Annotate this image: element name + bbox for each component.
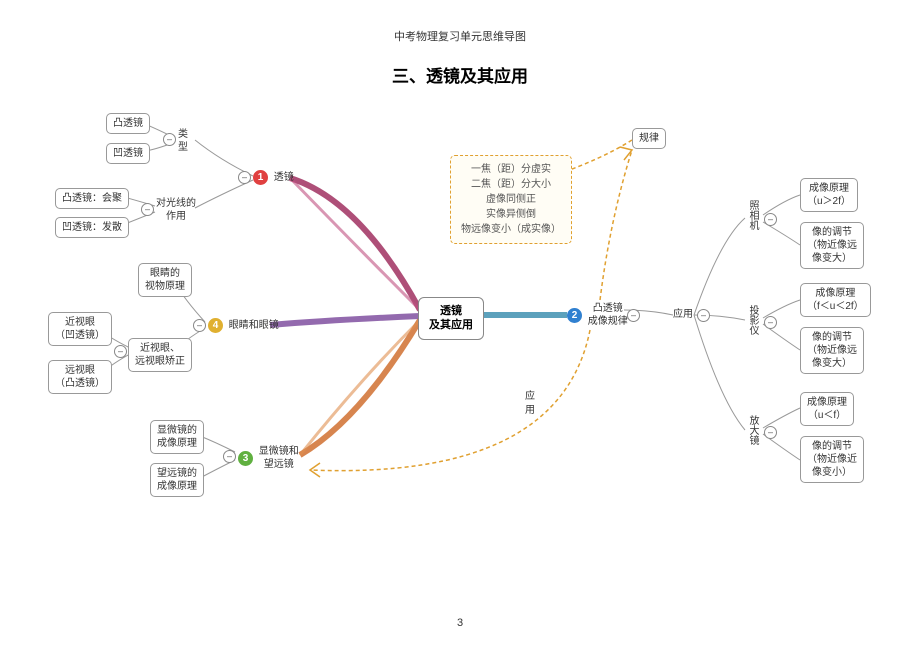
page-number: 3 (0, 617, 920, 629)
branch4-sub2: 近视眼、远视眼矫正 (128, 338, 192, 372)
branch1-sub2a: 凸透镜：会聚 (55, 188, 129, 209)
branch1-sub1b: 凹透镜 (106, 143, 150, 164)
doc-header: 中考物理复习单元思维导图 (0, 0, 920, 44)
branch4-label: 眼睛和眼镜 (229, 320, 279, 331)
branch1-sub2b: 凹透镜：发散 (55, 217, 129, 238)
branch2-label: 凸透镜成像规律 (588, 302, 628, 328)
branch1-node: 1 透镜 (253, 170, 294, 185)
dev2: 投影仪 (746, 305, 758, 335)
expand-icon[interactable]: – (764, 426, 777, 439)
expand-icon[interactable]: – (193, 319, 206, 332)
center-node: 透镜 及其应用 (418, 297, 484, 340)
dev2b: 像的调节（物近像远像变大） (800, 327, 864, 374)
center-line1: 透镜 (440, 305, 462, 317)
expand-icon[interactable]: – (238, 171, 251, 184)
branch2-node: 2 凸透镜成像规律 (567, 302, 628, 328)
doc-title: 三、透镜及其应用 (0, 62, 920, 87)
branch4-sub2a: 近视眼（凹透镜） (48, 312, 112, 346)
branch1-label: 透镜 (274, 172, 294, 183)
expand-icon[interactable]: – (627, 309, 640, 322)
dev1a: 成像原理（u＞2f） (800, 178, 858, 212)
dev1b: 像的调节（物近像远像变大） (800, 222, 864, 269)
expand-icon[interactable]: – (764, 316, 777, 329)
branch3-label: 显微镜和望远镜 (259, 445, 299, 471)
dev2a: 成像原理（f＜u＜2f） (800, 283, 871, 317)
branch3-sub1: 显微镜的成像原理 (150, 420, 204, 454)
dev3: 放大镜 (746, 415, 758, 445)
expand-icon[interactable]: – (764, 213, 777, 226)
branch4-sub1: 眼睛的视物原理 (138, 263, 192, 297)
branch1-sub1a: 凸透镜 (106, 113, 150, 134)
branch1-sub1: 类型 (178, 128, 188, 154)
branch2-badge: 2 (567, 308, 582, 323)
branch1-badge: 1 (253, 170, 268, 185)
branch3-badge: 3 (238, 451, 253, 466)
dev3b: 像的调节（物近像近像变小） (800, 436, 864, 483)
app-dashed-label: 应用 (525, 390, 535, 418)
dev3a: 成像原理（u＜f） (800, 392, 854, 426)
expand-icon[interactable]: – (223, 450, 236, 463)
branch4-node: 4 眼睛和眼镜 (208, 318, 279, 333)
branch2-app: 应用 (673, 308, 693, 321)
expand-icon[interactable]: – (697, 309, 710, 322)
expand-icon[interactable]: – (141, 203, 154, 216)
center-line2: 及其应用 (429, 319, 473, 331)
branch3-sub2: 望远镜的成像原理 (150, 463, 204, 497)
dev1: 照相机 (746, 200, 758, 230)
branch1-sub2: 对光线的作用 (156, 197, 196, 223)
branch3-node: 3 显微镜和望远镜 (238, 445, 299, 471)
expand-icon[interactable]: – (163, 133, 176, 146)
rules-box: 一焦（距）分虚实二焦（距）分大小虚像同侧正实像异侧倒物远像变小（成实像） (450, 155, 572, 244)
rules-title: 规律 (632, 128, 666, 149)
expand-icon[interactable]: – (114, 345, 127, 358)
branch4-sub2b: 远视眼（凸透镜） (48, 360, 112, 394)
branch4-badge: 4 (208, 318, 223, 333)
